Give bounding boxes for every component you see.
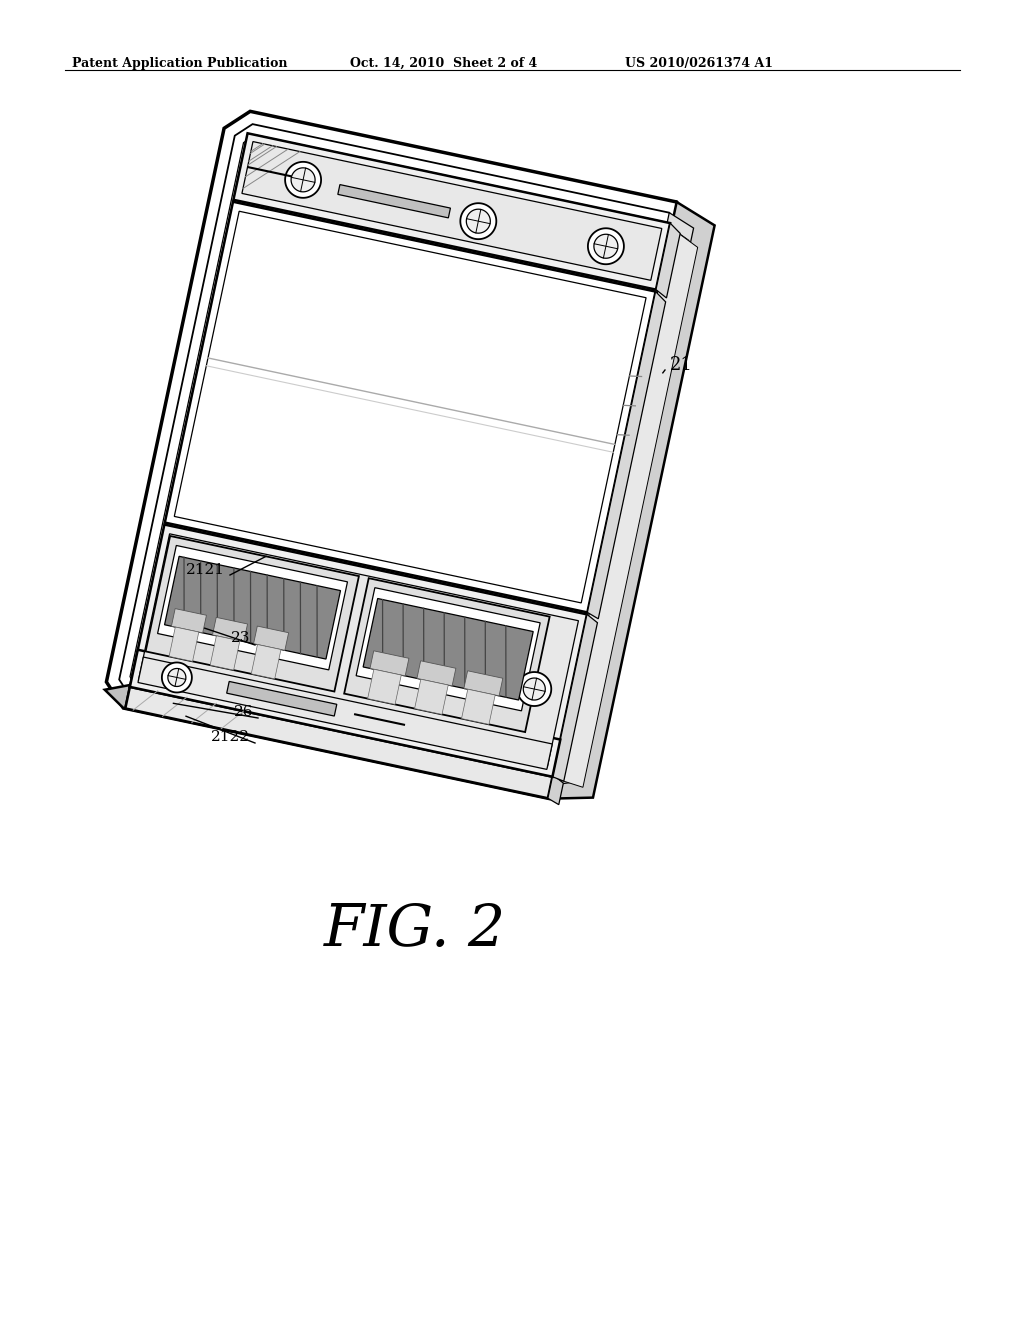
Polygon shape bbox=[130, 524, 587, 776]
Polygon shape bbox=[213, 618, 248, 642]
Polygon shape bbox=[138, 657, 552, 770]
Polygon shape bbox=[523, 678, 545, 700]
Polygon shape bbox=[344, 578, 550, 733]
Text: Patent Application Publication: Patent Application Publication bbox=[72, 57, 288, 70]
Polygon shape bbox=[251, 644, 281, 678]
Polygon shape bbox=[368, 669, 401, 705]
Polygon shape bbox=[138, 533, 579, 767]
Text: US 2010/0261374 A1: US 2010/0261374 A1 bbox=[625, 57, 773, 70]
Polygon shape bbox=[545, 222, 697, 787]
Polygon shape bbox=[461, 203, 497, 239]
Polygon shape bbox=[165, 556, 341, 659]
Polygon shape bbox=[165, 202, 655, 612]
Polygon shape bbox=[548, 213, 693, 785]
Polygon shape bbox=[130, 649, 560, 776]
Polygon shape bbox=[210, 636, 240, 671]
Text: 26: 26 bbox=[233, 705, 253, 719]
Polygon shape bbox=[588, 228, 624, 264]
Polygon shape bbox=[125, 685, 553, 799]
Text: Oct. 14, 2010  Sheet 2 of 4: Oct. 14, 2010 Sheet 2 of 4 bbox=[350, 57, 538, 70]
Polygon shape bbox=[462, 689, 496, 725]
Polygon shape bbox=[656, 223, 680, 298]
Text: 2121: 2121 bbox=[186, 564, 225, 577]
Polygon shape bbox=[106, 111, 693, 799]
Polygon shape bbox=[370, 651, 409, 676]
Text: 21: 21 bbox=[670, 356, 693, 374]
Polygon shape bbox=[104, 685, 130, 709]
Polygon shape bbox=[356, 587, 541, 711]
Polygon shape bbox=[226, 681, 337, 715]
Polygon shape bbox=[242, 141, 662, 280]
Polygon shape bbox=[545, 222, 689, 780]
Polygon shape bbox=[364, 598, 534, 700]
Polygon shape bbox=[285, 162, 322, 198]
Polygon shape bbox=[517, 672, 551, 706]
Text: FIG. 2: FIG. 2 bbox=[324, 902, 506, 958]
Text: 23: 23 bbox=[230, 631, 250, 645]
Polygon shape bbox=[415, 680, 449, 714]
Polygon shape bbox=[158, 545, 347, 669]
Text: 2122: 2122 bbox=[211, 730, 250, 744]
Polygon shape bbox=[119, 124, 681, 785]
Polygon shape bbox=[130, 135, 670, 775]
Polygon shape bbox=[291, 168, 315, 191]
Polygon shape bbox=[168, 668, 186, 686]
Polygon shape bbox=[594, 234, 617, 259]
Polygon shape bbox=[466, 209, 490, 234]
Polygon shape bbox=[145, 536, 359, 692]
Polygon shape bbox=[552, 614, 597, 781]
Polygon shape bbox=[338, 185, 451, 218]
Polygon shape bbox=[588, 292, 666, 619]
Polygon shape bbox=[464, 671, 503, 696]
Polygon shape bbox=[162, 663, 191, 693]
Polygon shape bbox=[174, 211, 646, 603]
Polygon shape bbox=[550, 202, 715, 799]
Polygon shape bbox=[254, 626, 289, 651]
Polygon shape bbox=[548, 775, 563, 805]
Polygon shape bbox=[417, 661, 456, 686]
Polygon shape bbox=[233, 133, 670, 289]
Polygon shape bbox=[171, 609, 207, 632]
Polygon shape bbox=[169, 627, 199, 661]
